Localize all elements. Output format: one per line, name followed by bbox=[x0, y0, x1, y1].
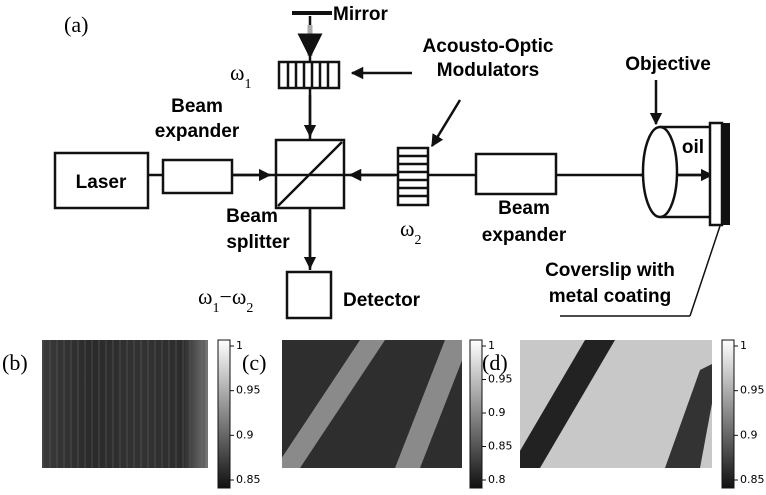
detector-label: Detector bbox=[343, 290, 421, 311]
aom-label: Modulators bbox=[437, 60, 539, 81]
beam-expander bbox=[161, 158, 234, 195]
expander-label: Beam bbox=[171, 96, 223, 117]
panel-label: (c) bbox=[242, 350, 266, 375]
omega-label: ω1 bbox=[230, 60, 251, 92]
expander-label: expander bbox=[482, 225, 567, 246]
pointer bbox=[430, 99, 462, 148]
splitter-label: Beam bbox=[226, 206, 278, 227]
colorbar bbox=[721, 339, 735, 489]
colorbar bbox=[217, 339, 231, 489]
beam-expander bbox=[474, 152, 558, 196]
aom-stripes bbox=[286, 62, 330, 88]
colorbar-tick-label: 0.8 bbox=[488, 473, 506, 486]
colorbar bbox=[469, 339, 483, 489]
colorbar-tick-label: 0.9 bbox=[488, 406, 506, 419]
colorbar-tick-label: 0.9 bbox=[740, 428, 758, 441]
splitter-label: splitter bbox=[226, 232, 290, 253]
colorbar-tick-label: 0.9 bbox=[236, 428, 254, 441]
colorbar-tick-label: 0.95 bbox=[236, 384, 261, 397]
objective-lens bbox=[641, 125, 679, 219]
mirror-label: Mirror bbox=[333, 4, 389, 25]
panel-label: (d) bbox=[482, 350, 508, 375]
colorbar-tick-label: 1 bbox=[740, 339, 747, 352]
objective-body bbox=[660, 125, 710, 219]
image-d bbox=[520, 340, 712, 468]
pointer bbox=[689, 225, 721, 317]
expander-label: Beam bbox=[498, 198, 550, 219]
objective-label: Objective bbox=[625, 54, 711, 75]
coverslip bbox=[708, 121, 724, 227]
image-b bbox=[42, 340, 208, 468]
metal-coating bbox=[722, 123, 730, 225]
colorbar-tick-label: 1 bbox=[488, 339, 495, 352]
omega-label: ω2 bbox=[400, 216, 421, 248]
aom-label: Acousto-Optic bbox=[423, 36, 554, 57]
laser bbox=[53, 151, 150, 210]
colorbar-tick-label: 0.95 bbox=[740, 384, 765, 397]
colorbar-tick-label: 0.95 bbox=[488, 373, 513, 386]
laser-label: Laser bbox=[76, 172, 127, 193]
image-c bbox=[282, 340, 462, 468]
oil-label: oil bbox=[682, 137, 704, 158]
difference-label: ω1−ω2 bbox=[198, 284, 253, 316]
colorbar-tick-label: 0.85 bbox=[236, 473, 261, 486]
coverslip-label: metal coating bbox=[549, 286, 671, 307]
expander-label: expander bbox=[155, 121, 240, 142]
aom-stripes bbox=[398, 154, 428, 198]
panel-label: (a) bbox=[64, 12, 88, 37]
colorbar-tick-label: 0.85 bbox=[740, 473, 765, 486]
colorbar-tick-label: 0.85 bbox=[488, 440, 513, 453]
panel-label: (b) bbox=[2, 350, 28, 375]
coverslip-label: Coverslip with bbox=[545, 260, 675, 281]
detector bbox=[285, 270, 333, 320]
colorbar-tick-label: 1 bbox=[236, 339, 243, 352]
